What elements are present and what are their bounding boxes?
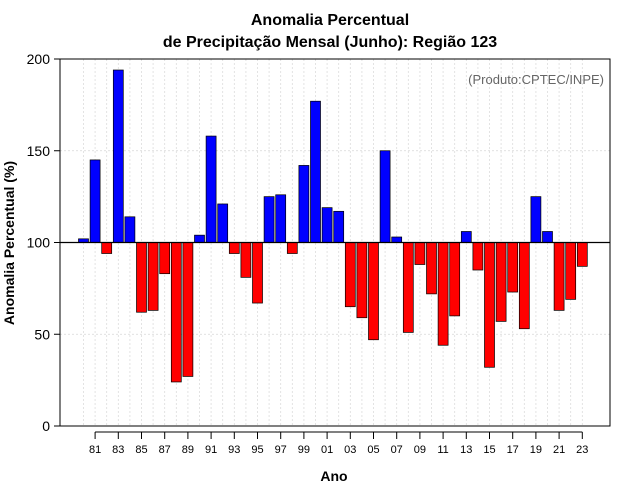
- x-tick-label: 95: [251, 444, 263, 456]
- x-tick-label: 91: [205, 444, 217, 456]
- bar: [414, 242, 426, 265]
- x-tick-label: 11: [437, 444, 448, 456]
- bar: [321, 207, 333, 243]
- bar: [402, 242, 414, 333]
- x-tick-label: 07: [391, 444, 403, 456]
- x-tick-label: 21: [553, 444, 565, 456]
- x-tick-label: 93: [228, 444, 240, 456]
- bar: [495, 242, 507, 322]
- bar: [391, 236, 403, 243]
- credit-text: (Produto:CPTEC/INPE): [468, 72, 604, 87]
- bar: [553, 242, 565, 311]
- x-tick-label: 19: [530, 444, 542, 456]
- bar: [530, 196, 542, 243]
- y-axis-label: Anomalia Percentual (%): [1, 161, 17, 325]
- bar: [565, 242, 577, 300]
- y-tick-label: 200: [27, 51, 51, 67]
- bar: [263, 196, 275, 243]
- bar: [298, 165, 310, 243]
- bar: [518, 242, 530, 330]
- y-tick-label: 0: [42, 418, 50, 434]
- bar: [576, 242, 588, 267]
- bar: [344, 242, 356, 308]
- bar: [507, 242, 519, 293]
- bar: [356, 242, 368, 319]
- axes: 0 50 100 150 200 81 83 85 87 89 91 93 95 97 99 01 03 05 07…: [27, 51, 611, 456]
- x-tick-label: 89: [182, 444, 194, 456]
- x-tick-label: 01: [321, 444, 333, 456]
- x-tick-label: 99: [298, 444, 310, 456]
- bar: [101, 242, 113, 254]
- bar: [170, 242, 182, 383]
- x-tick-label: 09: [414, 444, 426, 456]
- bar: [89, 159, 101, 243]
- bar: [542, 231, 553, 243]
- bar: [124, 216, 136, 243]
- x-tick-label: 87: [159, 444, 171, 456]
- bar: [182, 242, 194, 377]
- bar: [460, 231, 472, 243]
- bar: [136, 242, 147, 313]
- x-tick-label: 81: [89, 444, 101, 456]
- bar: [449, 242, 461, 317]
- x-tick-label: 85: [135, 444, 147, 456]
- x-axis-label: Ano: [320, 468, 347, 484]
- chart-title-line1: Anomalia Percentual: [251, 12, 409, 29]
- x-tick-label: 17: [507, 444, 519, 456]
- bar: [159, 242, 171, 275]
- bar: [286, 242, 298, 254]
- bar: [112, 69, 124, 243]
- x-tick-label: 03: [344, 444, 356, 456]
- y-tick-label: 100: [27, 235, 51, 251]
- bar: [252, 242, 263, 304]
- bar: [217, 203, 229, 243]
- bar: [310, 100, 321, 243]
- x-tick-label: 15: [483, 444, 495, 456]
- bar: [275, 194, 287, 243]
- bar: [333, 210, 345, 243]
- bar: [228, 242, 240, 254]
- x-tick-label: 13: [460, 444, 472, 456]
- x-tick-label: 83: [112, 444, 124, 456]
- y-tick-label: 50: [34, 326, 50, 342]
- chart-title-line2: de Precipitação Mensal (Junho): Região 1…: [163, 34, 497, 51]
- x-tick-label: 05: [367, 444, 379, 456]
- bar: [426, 242, 437, 295]
- x-tick-label: 23: [576, 444, 588, 456]
- bar: [194, 234, 205, 243]
- bar: [240, 242, 252, 278]
- bar: [472, 242, 484, 271]
- x-tick-label: 97: [275, 444, 287, 456]
- y-tick-label: 150: [27, 143, 51, 159]
- bars: [78, 69, 588, 383]
- bar: [368, 242, 379, 341]
- bar: [147, 242, 159, 311]
- bar: [379, 150, 391, 243]
- bar: [484, 242, 495, 368]
- bar: [437, 242, 449, 346]
- bar: [205, 135, 217, 243]
